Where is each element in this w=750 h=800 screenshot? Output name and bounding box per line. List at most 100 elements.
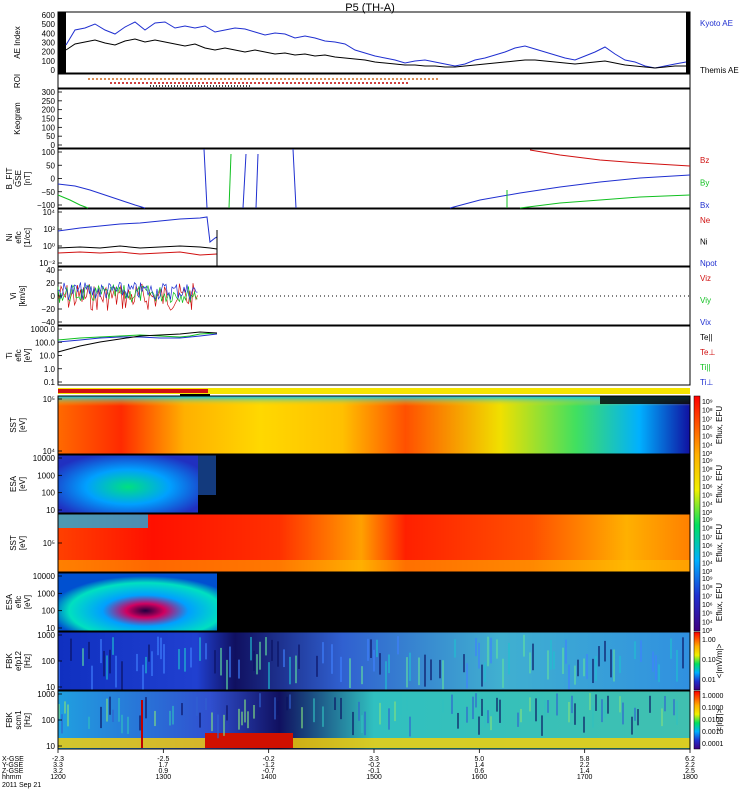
- fbk2-bottom-orange: [58, 738, 690, 748]
- ytick-esa2-2: 100: [42, 607, 56, 616]
- xaxis-y-0: 3.3: [53, 762, 63, 769]
- series-themis-ae: [65, 38, 686, 69]
- ytick-vi-4: −40: [41, 318, 55, 327]
- cbar-label-esa2: Eflux, EFU: [715, 583, 724, 621]
- xaxis-z-4: 0.6: [474, 768, 484, 775]
- cbar-tick-mv-1: 0.10: [702, 657, 716, 664]
- ytick-sst1-1: 10⁴: [43, 447, 56, 456]
- legend-bfit-1: By: [700, 179, 709, 188]
- frame-bfit: [57, 148, 691, 209]
- cbar-tick-eflux-3-4: 10⁵: [702, 611, 713, 618]
- legend-ae-0: Kyoto AE: [700, 19, 733, 28]
- series-ti-perp: [57, 333, 218, 343]
- xaxis-t-1: 1300: [156, 774, 172, 781]
- ytick-ti-0: 1000.0: [31, 325, 56, 334]
- colorbar-nt: [693, 690, 701, 750]
- bx-spike-1: [203, 148, 208, 209]
- ylabel-ti-1: eflc: [14, 349, 23, 361]
- ylabel-bfit-1: GSE: [14, 170, 23, 187]
- frame-ti: [57, 325, 691, 386]
- legend-ni-0: Ne: [700, 216, 711, 225]
- ytick-ni-0: 10⁴: [43, 208, 56, 217]
- cbar-tick-eflux-2-5: 10⁴: [702, 560, 713, 567]
- ytick-ni-1: 10²: [43, 225, 55, 234]
- ytick-vi-3: −20: [41, 305, 55, 314]
- ytick-vi-2: 0: [51, 292, 56, 301]
- cbar-tick-eflux-3-5: 10⁴: [702, 619, 713, 626]
- legend-ti-1: Te⊥: [700, 348, 715, 357]
- ylabel-esa1-0: ESA: [9, 475, 18, 492]
- y-tick-labels: 6005004003002001000300250200150100500100…: [31, 11, 62, 751]
- ytick-vi-1: 20: [46, 279, 55, 288]
- xaxis-row-label-3: hhmm: [2, 774, 22, 781]
- by-spike-1: [228, 153, 232, 209]
- ylabel-fbk1-1: efp12: [14, 650, 23, 671]
- xaxis-z-1: 0.9: [158, 768, 168, 775]
- series-bz-right: [529, 149, 691, 167]
- xaxis-x-1: -2.5: [157, 756, 169, 763]
- cbar-tick-eflux-1-1: 10⁸: [702, 467, 713, 474]
- ni-series: [57, 216, 218, 266]
- xaxis-z-0: 3.2: [53, 768, 63, 775]
- xaxis-t-0: 1200: [50, 774, 66, 781]
- ylabel-sst2-1: [eV]: [18, 536, 27, 550]
- xaxis-row-label-2: Z-GSE: [2, 768, 24, 775]
- xaxis-x-0: -2.3: [52, 756, 64, 763]
- cbar-tick-eflux-0-4: 10⁵: [702, 434, 713, 441]
- xaxis-y-5: 2.2: [580, 762, 590, 769]
- ylabel-bfit-0: B_FIT: [5, 167, 14, 189]
- ytick-ae-1: 500: [42, 20, 56, 29]
- frame-ni: [57, 208, 691, 267]
- ytick-ae-6: 0: [51, 66, 56, 75]
- bx-spike-3: [255, 153, 259, 209]
- xaxis-x-6: 6.2: [685, 756, 695, 763]
- cbar-tick-eflux-3-1: 10⁸: [702, 585, 713, 592]
- cbar-tick-nt-4: 0.0001: [702, 741, 724, 748]
- cbar-tick-eflux-3-0: 10⁹: [702, 576, 713, 583]
- ylabel-fbk2-2: [Hz]: [23, 713, 32, 727]
- ytick-ti-3: 1.0: [44, 365, 56, 374]
- cbar-label-sst1: Eflux, EFU: [715, 406, 724, 444]
- xaxis-x-4: 5.0: [474, 756, 484, 763]
- sst1-black-block: [600, 396, 690, 404]
- ylabel-sst1-1: [eV]: [18, 418, 27, 432]
- ylabel-keogram-0: Keogram: [13, 102, 22, 135]
- cbar-tick-nt-0: 1.0000: [702, 693, 724, 700]
- status-bar-red: [58, 389, 208, 393]
- spectrogram-frames: [57, 395, 691, 750]
- legend-ae-1: Themis AE: [700, 66, 739, 75]
- frame-keogram: [57, 88, 691, 149]
- series-kyoto-ae: [65, 21, 687, 69]
- xaxis-z-6: 2.5: [685, 768, 695, 775]
- ylabel-ti-0: Ti: [5, 352, 14, 359]
- cbar-label-esa1: Eflux, EFU: [715, 465, 724, 503]
- colorbar-mv: [693, 631, 701, 691]
- legend-bfit-0: Bz: [700, 156, 709, 165]
- ytick-bfit-3: −50: [41, 188, 55, 197]
- ytick-fbk2-0: 1000: [37, 690, 55, 699]
- series-te-par: [57, 331, 218, 353]
- ytick-ni-2: 10⁰: [43, 242, 55, 251]
- ytick-fbk2-2: 10: [46, 742, 55, 751]
- cbar-tick-eflux-1-2: 10⁷: [702, 475, 713, 482]
- xaxis-y-4: 1.4: [474, 762, 484, 769]
- ytick-bfit-1: 50: [46, 161, 55, 170]
- xaxis-t-6: 1800: [682, 774, 698, 781]
- ytick-ae-5: 100: [42, 57, 56, 66]
- bx-spike-2: [242, 153, 247, 209]
- legend-ti-0: Te||: [700, 333, 713, 342]
- cbar-tick-nt-1: 0.1000: [702, 705, 724, 712]
- cbar-tick-nt-3: 0.0010: [702, 729, 724, 736]
- ytick-ti-1: 100.0: [35, 338, 56, 347]
- cbar-tick-eflux-2-6: 10³: [702, 569, 713, 576]
- xaxis-z-2: -0.7: [263, 768, 275, 775]
- ytick-fbk1-1: 100: [42, 657, 56, 666]
- cbar-label-sst2: Eflux, EFU: [715, 524, 724, 562]
- ylabel-fbk1-0: FBK: [5, 653, 14, 669]
- ylabel-sst2-0: SST: [9, 535, 18, 551]
- legend-ni-2: Npot: [700, 259, 718, 268]
- legend-vi-0: Viz: [700, 274, 711, 283]
- ylabel-fbk2-0: FBK: [5, 712, 14, 728]
